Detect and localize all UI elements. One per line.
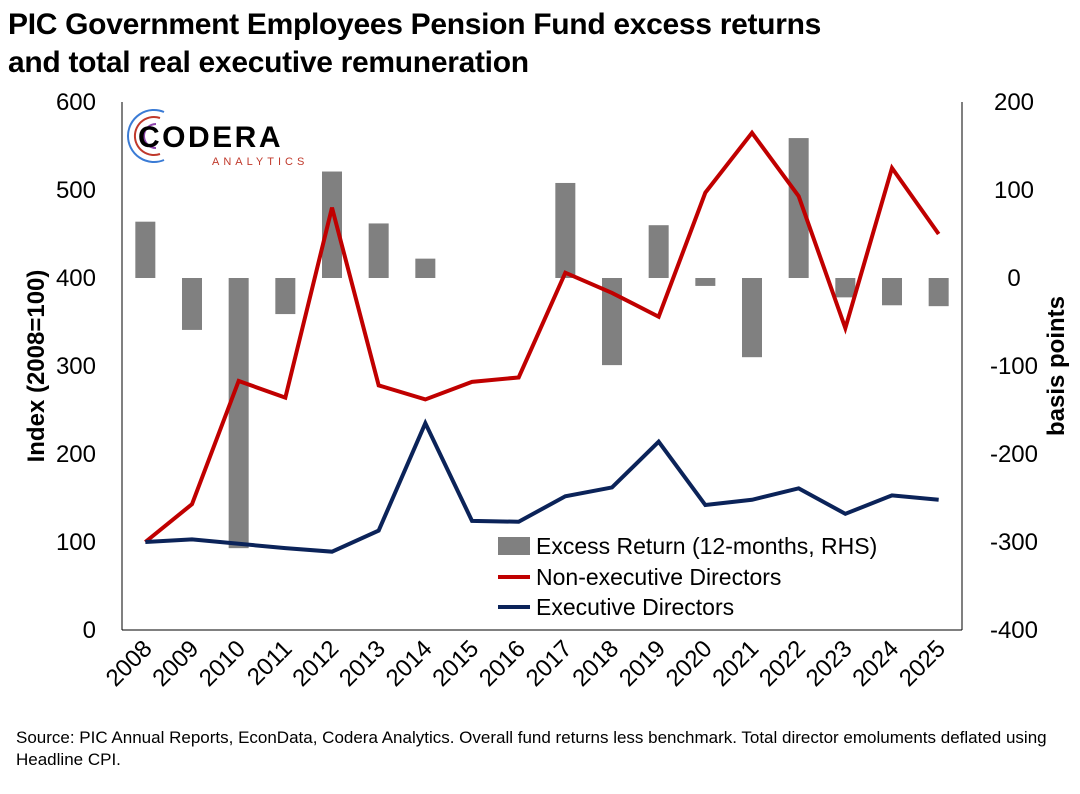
line-non-executive-directors xyxy=(144,129,941,544)
line-series xyxy=(144,129,941,554)
bar-2020 xyxy=(695,278,716,286)
left-tick-label: 500 xyxy=(56,177,96,204)
chart-title: PIC Government Employees Pension Fund ex… xyxy=(8,6,1068,82)
right-tick-label: -100 xyxy=(990,353,1038,380)
x-tick-label: 2008 xyxy=(101,635,158,692)
x-tick-label: 2014 xyxy=(381,635,438,692)
bar-2010 xyxy=(228,278,249,549)
bar-2017 xyxy=(555,182,576,278)
x-tick-label: 2018 xyxy=(567,635,624,692)
y-axis-title: Index (2008=100) xyxy=(23,270,50,463)
legend-label: Non-executive Directors xyxy=(536,564,781,590)
legend-swatch-excess-return xyxy=(498,537,530,555)
x-tick-label: 2020 xyxy=(661,635,718,692)
left-tick-label: 0 xyxy=(83,617,96,644)
x-tick-label: 2012 xyxy=(287,635,344,692)
bar-2022 xyxy=(788,138,809,278)
bar-2018 xyxy=(602,278,622,366)
right-tick-label: 100 xyxy=(994,177,1034,204)
bar-2025 xyxy=(928,278,949,307)
legend: Excess Return (12-months, RHS) Non-execut… xyxy=(498,533,877,620)
bar-2011 xyxy=(275,278,296,315)
left-tick-label: 600 xyxy=(56,89,96,116)
bar-2023 xyxy=(835,278,856,298)
bar-2009 xyxy=(182,278,202,330)
legend-label: Excess Return (12-months, RHS) xyxy=(536,533,877,559)
left-tick-label: 300 xyxy=(56,353,96,380)
x-tick-label: 2011 xyxy=(242,635,298,691)
left-tick-label: 200 xyxy=(56,441,96,468)
source-note: Source: PIC Annual Reports, EconData, Co… xyxy=(16,728,1047,769)
right-tick-label: -400 xyxy=(990,617,1038,644)
left-tick-label: 400 xyxy=(56,265,96,292)
x-tick-label: 2023 xyxy=(801,635,858,692)
x-tick-label: 2016 xyxy=(474,635,531,692)
bar-2013 xyxy=(368,223,389,278)
line-executive-directors xyxy=(145,418,939,554)
bar-2012 xyxy=(322,171,342,278)
bar-2021 xyxy=(742,278,762,358)
title-line-2: and total real executive remuneration xyxy=(8,46,529,79)
bar-2014 xyxy=(415,258,436,278)
legend-label: Executive Directors xyxy=(536,594,734,620)
axes xyxy=(121,102,963,631)
tick-labels: 0 100 200 300 400 500 600 -400 -300 -200 -100 0 100 2… xyxy=(23,89,1070,692)
logo-name: CODERA xyxy=(138,121,283,154)
right-tick-label: -200 xyxy=(990,441,1038,468)
right-tick-label: 200 xyxy=(994,89,1034,116)
bar-2008 xyxy=(135,221,156,278)
bar-series xyxy=(135,138,949,549)
x-tick-label: 2019 xyxy=(614,635,671,692)
right-tick-label: 0 xyxy=(1007,265,1020,292)
x-tick-label: 2009 xyxy=(147,635,204,692)
codera-logo: CODERA ANALYTICS xyxy=(127,109,308,168)
right-tick-label: -300 xyxy=(990,529,1038,556)
logo-mark-icon xyxy=(127,109,165,163)
title-line-1: PIC Government Employees Pension Fund ex… xyxy=(8,8,821,41)
y2-axis-title: basis points xyxy=(1043,296,1070,436)
x-tick-label: 2025 xyxy=(894,635,951,692)
x-tick-label: 2010 xyxy=(194,635,251,692)
bar-2019 xyxy=(648,225,669,278)
x-tick-label: 2013 xyxy=(334,635,391,692)
x-tick-label: 2024 xyxy=(847,635,904,692)
bar-2024 xyxy=(882,278,902,306)
x-tick-label: 2022 xyxy=(754,635,811,692)
x-tick-label: 2015 xyxy=(427,635,484,692)
x-tick-label: 2017 xyxy=(521,635,578,692)
x-tick-label: 2021 xyxy=(707,635,764,692)
left-tick-label: 100 xyxy=(56,529,96,556)
logo-sub: ANALYTICS xyxy=(212,156,308,168)
